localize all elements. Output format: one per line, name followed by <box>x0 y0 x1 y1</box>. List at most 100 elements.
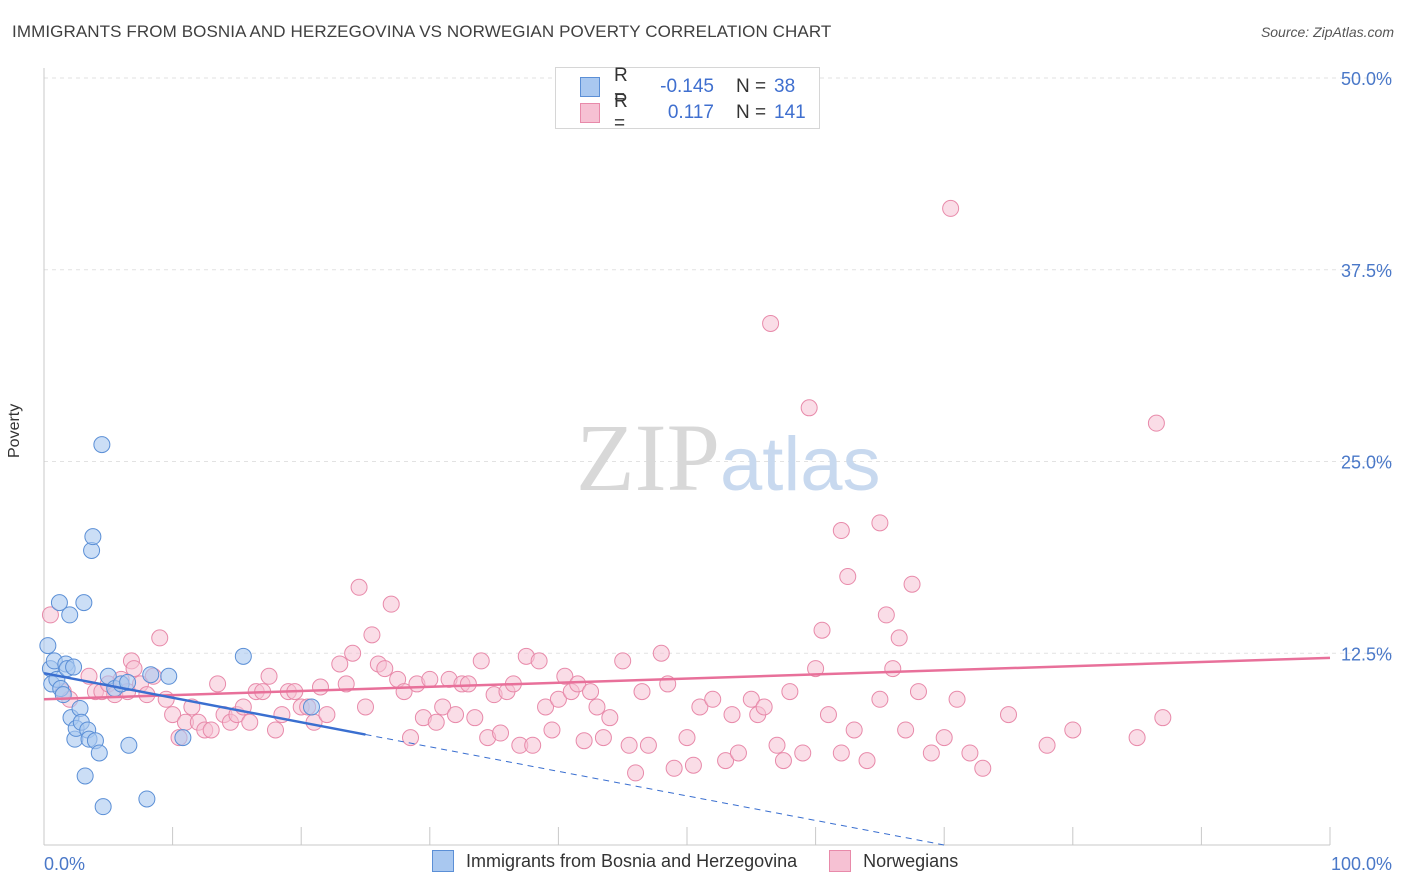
norwegians-trend-line <box>43 656 1331 701</box>
norwegians-point <box>466 709 484 727</box>
n-label: N = <box>736 102 767 123</box>
r-value: 0.117 <box>667 102 714 123</box>
norwegians-point <box>717 752 735 770</box>
bosnia-point <box>234 647 252 665</box>
bosnia-point <box>61 606 79 624</box>
legend-row-bosnia: R = -0.145 N = 38 <box>580 65 796 108</box>
norwegians-point <box>575 732 593 750</box>
norwegians-point <box>652 644 670 662</box>
norwegians-point <box>704 690 722 708</box>
norwegians-point <box>620 736 638 754</box>
norwegians-point <box>344 644 362 662</box>
bosnia-point <box>120 736 138 754</box>
norwegians-point <box>755 698 773 716</box>
r-value: -0.145 <box>660 76 714 97</box>
norwegians-point <box>537 698 555 716</box>
norwegians-point <box>800 399 818 417</box>
legend-swatch-blue <box>580 77 600 97</box>
norwegians-point <box>337 675 355 693</box>
norwegians-point <box>376 660 394 678</box>
legend-item-bosnia: Immigrants from Bosnia and Herzegovina <box>432 850 797 872</box>
norwegians-point <box>260 667 278 685</box>
norwegians-point <box>382 595 400 613</box>
norwegians-point <box>884 660 902 678</box>
bosnia-point <box>160 667 178 685</box>
bosnia-point <box>138 790 156 808</box>
norwegians-point <box>665 759 683 777</box>
norwegians-point <box>311 678 329 696</box>
norwegians-point <box>729 744 747 762</box>
bosnia-points <box>39 436 320 816</box>
bosnia-point <box>94 798 112 816</box>
norwegians-point <box>627 764 645 782</box>
bosnia-point <box>142 666 160 684</box>
norwegians-point <box>125 660 143 678</box>
norwegians-point <box>742 690 760 708</box>
bosnia-point <box>39 637 57 655</box>
x-tick-label-min: 0.0% <box>44 854 85 874</box>
norwegians-point <box>164 706 182 724</box>
norwegians-point <box>974 759 992 777</box>
bosnia-point <box>93 436 111 454</box>
norwegians-point <box>594 729 612 747</box>
legend-swatch-blue <box>432 850 454 872</box>
legend-label-norwegians: Norwegians <box>863 850 959 871</box>
norwegians-point <box>781 683 799 701</box>
trend-lines <box>43 656 1331 846</box>
bosnia-trend-line <box>43 671 366 736</box>
bosnia-point <box>90 744 108 762</box>
norwegians-point <box>890 629 908 647</box>
norwegians-point <box>459 675 477 693</box>
norwegians-point <box>588 698 606 716</box>
bosnia-trend-extension <box>365 734 945 846</box>
n-value: 38 <box>774 76 796 97</box>
norwegians-point <box>723 706 741 724</box>
norwegians-point <box>363 626 381 644</box>
norwegians-point <box>871 690 889 708</box>
legend-swatch-pink <box>580 103 600 123</box>
norwegians-point <box>1147 414 1165 432</box>
norwegians-point <box>1038 736 1056 754</box>
legend-swatch-pink <box>829 850 852 872</box>
norwegians-point <box>871 514 889 532</box>
norwegians-point <box>762 314 780 332</box>
norwegians-point <box>807 660 825 678</box>
y-tick-label: 12.5% <box>1341 644 1392 664</box>
norwegians-point <box>819 706 837 724</box>
bosnia-point <box>174 729 192 747</box>
norwegians-point <box>839 568 857 586</box>
norwegians-point <box>948 690 966 708</box>
norwegians-point <box>639 736 657 754</box>
norwegians-point <box>582 683 600 701</box>
tick-labels: 12.5% 25.0% 37.5% 50.0% 0.0% 100.0% <box>44 69 1392 874</box>
r-label: R = <box>614 65 628 108</box>
watermark-atlas: atlas <box>720 422 881 507</box>
norwegians-point <box>909 683 927 701</box>
norwegians-point <box>942 199 960 217</box>
legend-label-bosnia: Immigrants from Bosnia and Herzegovina <box>466 850 798 871</box>
norwegians-point <box>556 667 574 685</box>
norwegians-point <box>1064 721 1082 739</box>
source-label: Source: ZipAtlas.com <box>1260 24 1394 40</box>
bosnia-point <box>84 528 102 546</box>
n-value: 141 <box>774 102 806 123</box>
norwegians-point <box>691 698 709 716</box>
norwegians-point <box>157 690 175 708</box>
norwegians-point <box>350 578 368 596</box>
bosnia-point <box>65 658 83 676</box>
axes <box>43 68 1331 846</box>
norwegians-point <box>774 752 792 770</box>
bosnia-point <box>50 594 68 612</box>
norwegians-point <box>813 621 831 639</box>
norwegians-point <box>318 706 336 724</box>
norwegians-point <box>633 683 651 701</box>
norwegians-point <box>903 575 921 593</box>
legend-item-norwegians: Norwegians <box>829 850 958 872</box>
gridlines <box>44 77 1392 654</box>
norwegians-point <box>151 629 169 647</box>
norwegians-point <box>858 752 876 770</box>
r-label: R = <box>614 91 628 134</box>
norwegians-point <box>41 606 59 624</box>
norwegians-point <box>530 652 548 670</box>
norwegians-point <box>832 744 850 762</box>
